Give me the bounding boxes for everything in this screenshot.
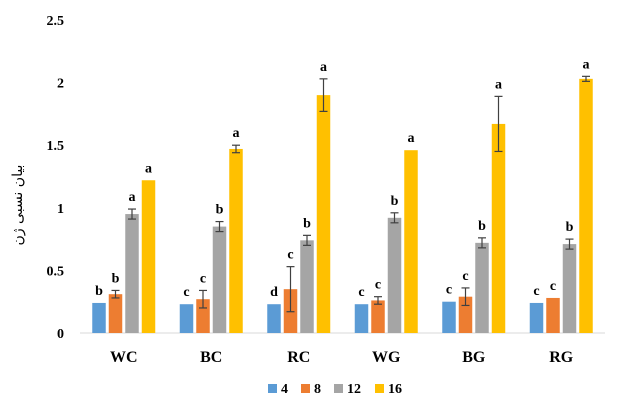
significance-letter: b — [478, 219, 486, 234]
bar — [108, 294, 123, 333]
significance-letter: b — [303, 216, 311, 231]
significance-letter: a — [145, 161, 152, 176]
bar — [371, 300, 385, 333]
significance-letter: b — [391, 194, 399, 209]
bar — [267, 304, 281, 333]
bar — [300, 240, 314, 333]
significance-letter: c — [287, 248, 293, 263]
y-tick-label: 1 — [57, 202, 64, 217]
legend-swatch — [334, 384, 343, 393]
category-label: BC — [200, 349, 222, 366]
bars — [92, 78, 593, 334]
legend-swatch — [375, 384, 384, 393]
bar — [92, 302, 106, 333]
legend-label: 16 — [388, 382, 402, 397]
error-bars — [111, 75, 590, 313]
bar — [387, 217, 402, 333]
category-label: RC — [287, 349, 310, 366]
significance-letter: b — [216, 203, 224, 218]
significance-letter: a — [320, 60, 327, 75]
significance-letter: b — [95, 284, 103, 299]
bar — [212, 226, 227, 333]
bar — [475, 242, 489, 333]
significance-letter: a — [583, 57, 590, 72]
bar — [354, 304, 369, 333]
y-tick-label: 0.5 — [47, 264, 65, 279]
significance-letter: c — [200, 271, 206, 286]
significance-letter: b — [566, 220, 574, 235]
bar — [491, 123, 506, 333]
bar — [179, 304, 194, 333]
significance-letter: c — [550, 279, 556, 294]
significance-letter: c — [375, 278, 381, 293]
bar — [141, 180, 156, 333]
bar — [229, 148, 243, 333]
category-labels: WC BC RC WG BG RG — [110, 349, 574, 366]
legend-label: 4 — [281, 382, 288, 397]
category-label: WC — [110, 349, 138, 366]
legend-swatch — [268, 384, 277, 393]
significance-letter: d — [270, 285, 278, 300]
legend-label: 12 — [347, 382, 361, 397]
y-axis-ticks: 0 0.5 1 1.5 2 2.5 — [47, 14, 65, 342]
bar — [125, 214, 139, 333]
significance-letter: c — [358, 285, 364, 300]
y-axis-label: بیان نسبی ژن — [10, 165, 26, 246]
significance-letter: c — [533, 284, 539, 299]
significance-letter: a — [129, 190, 136, 205]
y-tick-label: 0 — [57, 327, 64, 342]
bar — [562, 244, 577, 333]
significance-letter: c — [462, 269, 468, 284]
significance-letter: b — [112, 271, 120, 286]
category-label: BG — [462, 349, 486, 366]
legend-swatch — [301, 384, 310, 393]
bar — [442, 301, 456, 333]
category-label: WG — [372, 349, 401, 366]
significance-letter: a — [233, 126, 240, 141]
bar — [316, 95, 331, 334]
y-tick-label: 2.5 — [47, 14, 65, 29]
y-tick-label: 1.5 — [47, 139, 65, 154]
bar — [546, 297, 560, 333]
significance-letter: a — [495, 77, 502, 92]
bar — [579, 78, 593, 334]
bar — [529, 302, 544, 333]
legend: 4 8 12 16 — [268, 382, 402, 397]
category-label: RG — [549, 349, 574, 366]
significance-letter: c — [183, 285, 189, 300]
significance-letter: c — [446, 283, 452, 298]
y-tick-label: 2 — [57, 77, 64, 92]
legend-label: 8 — [314, 382, 321, 397]
bar — [404, 150, 418, 333]
significance-letter: a — [408, 131, 415, 146]
